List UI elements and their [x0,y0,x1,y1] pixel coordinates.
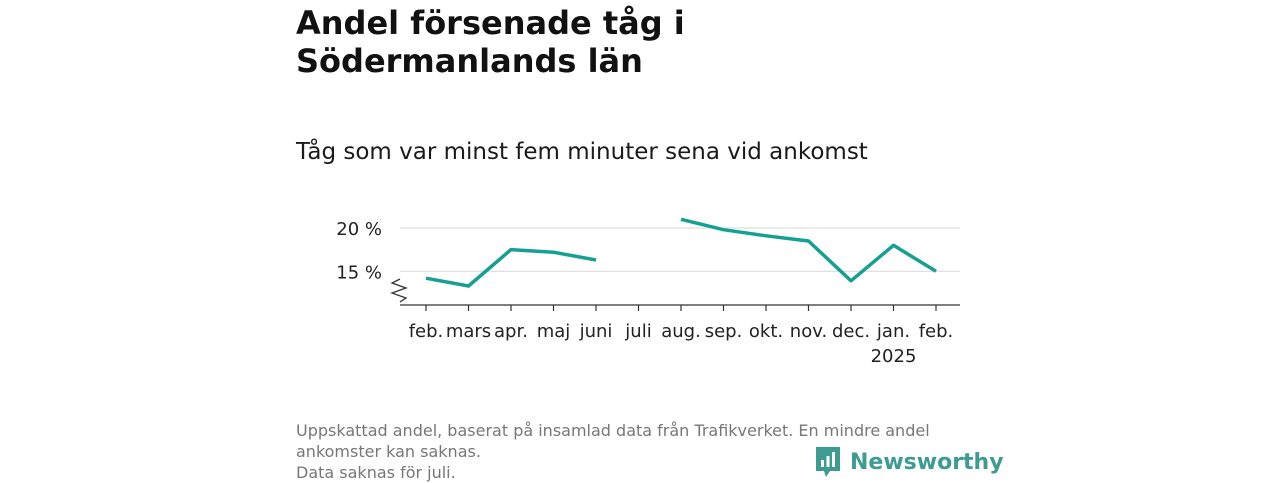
grid-lines [400,227,960,272]
footnote: Uppskattad andel, baserat på insamlad da… [296,420,986,483]
x-tick-label: juni [579,321,613,342]
footnote-line-2: ankomster kan saknas. [296,442,481,461]
x-tick-label: nov. [790,321,827,342]
y-tick-label: 20 % [336,219,382,240]
y-axis-ticks: 15 % 20 % [336,219,382,283]
newsworthy-logo-icon [816,447,840,477]
x-tick-label: dec. [832,321,870,342]
series-line [425,247,597,288]
page-title: Andel försenade tåg i Södermanlands län [296,4,685,80]
x-tick-label: maj [537,321,571,342]
x-tick-label: apr. [494,321,528,342]
x-tick-label: jan. [876,321,910,342]
x-axis-ticks: feb. mars apr. maj juni juli aug. sep. okt. nov. d… [409,305,954,367]
x-tick-label: okt. [749,321,783,342]
y-tick-label: 15 % [336,262,382,283]
x-tick-label: sep. [705,321,743,342]
series-line [680,217,937,283]
series-lines [425,217,937,288]
x-tick-label: mars [446,321,491,342]
axis-break-icon [390,278,408,303]
x-tick-label: juli [624,321,651,342]
footnote-line-3: Data saknas för juli. [296,463,456,482]
footnote-line-1: Uppskattad andel, baserat på insamlad da… [296,421,930,440]
brand-logo: Newsworthy [814,444,1004,480]
x-tick-label: aug. [661,321,701,342]
chart-subtitle: Tåg som var minst fem minuter sena vid a… [296,139,868,165]
x-tick-label: feb. [409,321,444,342]
line-chart: 15 %20 % feb. mars apr. maj juni juli aug. sep.… [336,217,960,367]
chart-container: Andel försenade tåg i Södermanlands län … [296,0,1004,483]
x-tick-label: feb. [919,321,954,342]
brand-name: Newsworthy [850,449,1004,475]
x-tick-sublabel: 2025 [871,346,917,367]
